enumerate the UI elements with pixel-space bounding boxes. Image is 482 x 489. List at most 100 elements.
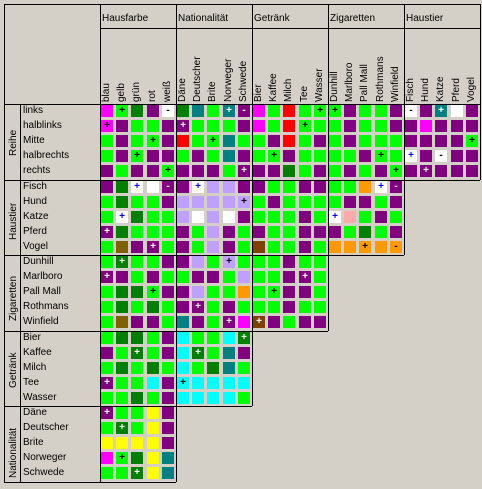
grid-cell[interactable]: + — [131, 467, 143, 479]
grid-cell[interactable] — [466, 165, 478, 177]
grid-cell[interactable] — [223, 362, 235, 374]
grid-cell[interactable]: + — [238, 165, 250, 177]
grid-cell[interactable] — [147, 437, 159, 449]
grid-cell[interactable]: + — [466, 135, 478, 147]
grid-cell[interactable] — [375, 105, 387, 117]
grid-cell[interactable] — [177, 362, 189, 374]
grid-cell[interactable] — [238, 271, 250, 283]
grid-cell[interactable] — [390, 226, 402, 238]
grid-cell[interactable] — [116, 301, 128, 313]
grid-cell[interactable] — [283, 105, 295, 117]
grid-cell[interactable] — [207, 301, 219, 313]
grid-cell[interactable] — [375, 135, 387, 147]
grid-cell[interactable] — [177, 226, 189, 238]
grid-cell[interactable]: + — [177, 377, 189, 389]
grid-cell[interactable] — [238, 362, 250, 374]
grid-cell[interactable] — [177, 241, 189, 253]
grid-cell[interactable] — [435, 120, 447, 132]
grid-cell[interactable] — [162, 226, 174, 238]
grid-cell[interactable] — [207, 165, 219, 177]
grid-cell[interactable] — [253, 226, 265, 238]
grid-cell[interactable] — [223, 377, 235, 389]
grid-cell[interactable] — [147, 226, 159, 238]
grid-cell[interactable] — [283, 271, 295, 283]
grid-cell[interactable]: + — [116, 452, 128, 464]
grid-cell[interactable] — [192, 241, 204, 253]
grid-cell[interactable] — [177, 135, 189, 147]
grid-cell[interactable] — [420, 135, 432, 147]
grid-cell[interactable]: + — [162, 165, 174, 177]
grid-cell[interactable] — [177, 301, 189, 313]
grid-cell[interactable] — [314, 196, 326, 208]
grid-cell[interactable] — [223, 226, 235, 238]
grid-cell[interactable] — [329, 165, 341, 177]
grid-cell[interactable] — [192, 165, 204, 177]
grid-cell[interactable] — [116, 165, 128, 177]
grid-cell[interactable] — [344, 120, 356, 132]
grid-cell[interactable] — [299, 256, 311, 268]
grid-cell[interactable] — [192, 135, 204, 147]
grid-cell[interactable] — [101, 392, 113, 404]
grid-cell[interactable] — [283, 286, 295, 298]
grid-cell[interactable] — [299, 226, 311, 238]
grid-cell[interactable] — [131, 377, 143, 389]
grid-cell[interactable] — [192, 211, 204, 223]
grid-cell[interactable] — [223, 120, 235, 132]
grid-cell[interactable] — [329, 135, 341, 147]
grid-cell[interactable] — [344, 150, 356, 162]
grid-cell[interactable]: + — [390, 165, 402, 177]
grid-cell[interactable] — [238, 301, 250, 313]
grid-cell[interactable] — [344, 165, 356, 177]
grid-cell[interactable] — [359, 135, 371, 147]
grid-cell[interactable] — [253, 105, 265, 117]
grid-cell[interactable]: + — [101, 271, 113, 283]
grid-cell[interactable] — [283, 165, 295, 177]
grid-cell[interactable] — [268, 301, 280, 313]
grid-cell[interactable] — [405, 120, 417, 132]
grid-cell[interactable] — [147, 407, 159, 419]
grid-cell[interactable] — [359, 226, 371, 238]
grid-cell[interactable] — [162, 120, 174, 132]
grid-cell[interactable] — [162, 211, 174, 223]
grid-cell[interactable] — [207, 392, 219, 404]
grid-cell[interactable] — [207, 362, 219, 374]
grid-cell[interactable] — [223, 301, 235, 313]
grid-cell[interactable] — [253, 196, 265, 208]
grid-cell[interactable]: - — [390, 181, 402, 193]
grid-cell[interactable]: + — [131, 347, 143, 359]
grid-cell[interactable]: + — [329, 211, 341, 223]
grid-cell[interactable] — [314, 120, 326, 132]
grid-cell[interactable] — [283, 196, 295, 208]
grid-cell[interactable] — [253, 181, 265, 193]
grid-cell[interactable]: + — [147, 135, 159, 147]
grid-cell[interactable] — [466, 150, 478, 162]
grid-cell[interactable] — [435, 135, 447, 147]
grid-cell[interactable]: - — [238, 105, 250, 117]
grid-cell[interactable] — [147, 467, 159, 479]
grid-cell[interactable] — [238, 241, 250, 253]
grid-cell[interactable] — [177, 316, 189, 328]
grid-cell[interactable] — [466, 120, 478, 132]
grid-cell[interactable] — [192, 377, 204, 389]
grid-cell[interactable] — [177, 196, 189, 208]
grid-cell[interactable]: + — [101, 407, 113, 419]
grid-cell[interactable] — [314, 165, 326, 177]
grid-cell[interactable] — [238, 120, 250, 132]
grid-cell[interactable]: + — [268, 150, 280, 162]
grid-cell[interactable] — [162, 196, 174, 208]
grid-cell[interactable] — [314, 150, 326, 162]
grid-cell[interactable]: + — [192, 347, 204, 359]
grid-cell[interactable] — [359, 150, 371, 162]
grid-cell[interactable] — [329, 120, 341, 132]
grid-cell[interactable] — [223, 150, 235, 162]
grid-cell[interactable] — [131, 241, 143, 253]
grid-cell[interactable] — [253, 211, 265, 223]
grid-cell[interactable] — [299, 301, 311, 313]
grid-cell[interactable]: + — [223, 105, 235, 117]
grid-cell[interactable] — [147, 332, 159, 344]
grid-cell[interactable] — [116, 135, 128, 147]
grid-cell[interactable] — [238, 181, 250, 193]
grid-cell[interactable] — [329, 226, 341, 238]
grid-cell[interactable] — [101, 105, 113, 117]
grid-cell[interactable] — [116, 181, 128, 193]
